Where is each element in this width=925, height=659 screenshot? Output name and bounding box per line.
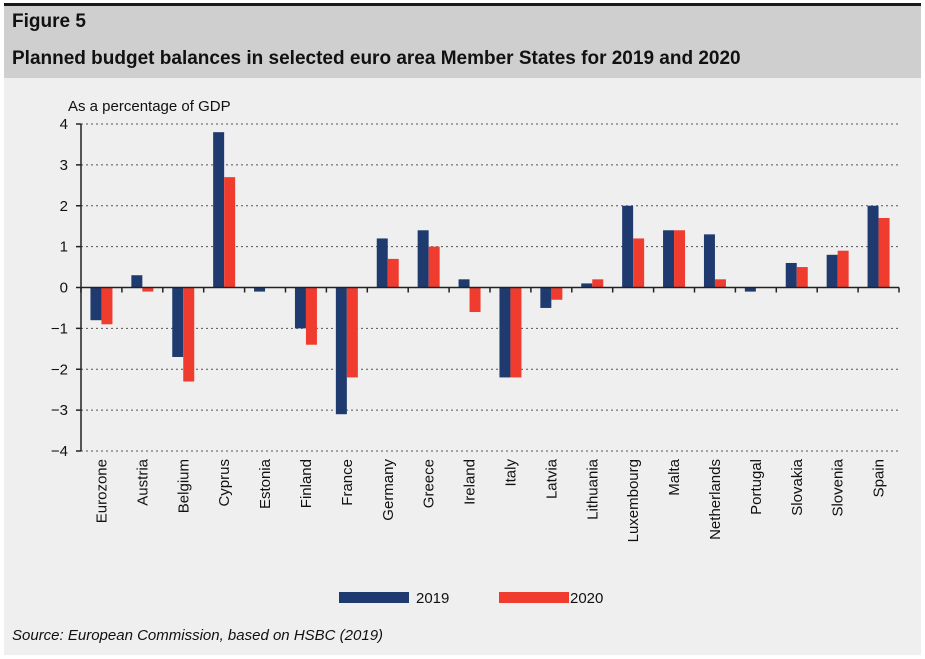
y-tick-label: 3 [60, 157, 68, 174]
x-tick-label-luxembourg: Luxembourg [625, 459, 642, 542]
x-tick-label-italy: Italy [502, 459, 519, 487]
bar-2020-cyprus [224, 177, 236, 288]
bar-2020-netherlands [714, 279, 726, 288]
bar-2019-latvia [540, 287, 552, 308]
bar-2019-cyprus [213, 132, 225, 288]
bar-2020-malta [674, 230, 686, 288]
bar-2020-germany [387, 258, 399, 288]
bar-2020-slovakia [796, 267, 808, 288]
x-tick-label-greece: Greece [421, 459, 438, 508]
y-tick-label: 2 [60, 198, 68, 215]
bar-2019-portugal [744, 287, 756, 292]
bar-2020-spain [878, 218, 890, 288]
bar-2020-greece [428, 246, 440, 288]
x-tick-label-finland: Finland [298, 459, 315, 508]
top-rule [4, 3, 921, 6]
bar-2019-ireland [458, 279, 470, 288]
bar-2019-netherlands [703, 234, 715, 288]
legend-label-2019: 2019 [416, 590, 449, 607]
bar-2019-malta [663, 230, 675, 288]
x-tick-label-portugal: Portugal [748, 459, 765, 515]
x-tick-label-malta: Malta [666, 458, 683, 495]
bar-2019-luxembourg [622, 205, 634, 288]
source-note: Source: European Commission, based on HS… [12, 627, 383, 644]
y-tick-label: −4 [51, 443, 68, 460]
bar-2020-eurozone [101, 287, 113, 325]
y-axis-label: As a percentage of GDP [68, 98, 231, 115]
figure-header: Figure 5 Planned budget balances in sele… [4, 6, 921, 78]
source-prefix: Source: European Commission, based on HS… [12, 627, 345, 644]
bar-2020-belgium [183, 287, 195, 382]
bar-2019-lithuania [581, 283, 593, 288]
x-tick-label-latvia: Latvia [543, 458, 560, 499]
x-tick-label-germany: Germany [380, 459, 397, 521]
figure-title: Planned budget balances in selected euro… [12, 48, 741, 69]
bar-2020-austria [142, 287, 154, 292]
x-tick-label-eurozone: Eurozone [93, 459, 110, 523]
y-tick-label: −3 [51, 402, 68, 419]
y-tick-label: −1 [51, 320, 68, 337]
bar-2020-slovenia [837, 250, 849, 288]
bar-2019-italy [499, 287, 511, 378]
y-tick-label: 0 [60, 280, 68, 297]
bar-2020-latvia [551, 287, 563, 300]
bar-2019-germany [376, 238, 388, 288]
bar-2020-italy [510, 287, 522, 378]
bar-2020-lithuania [592, 279, 604, 288]
y-tick-label: −2 [51, 361, 68, 378]
bar-2020-finland [305, 287, 317, 345]
bar-2019-slovakia [785, 262, 797, 288]
bar-2019-france [335, 287, 347, 415]
bar-2020-france [346, 287, 358, 378]
figure-panel: Figure 5 Planned budget balances in sele… [4, 3, 921, 655]
y-tick-label: 1 [60, 239, 68, 256]
x-tick-label-slovakia: Slovakia [789, 458, 806, 515]
bar-2019-belgium [172, 287, 184, 357]
x-tick-label-slovenia: Slovenia [830, 458, 847, 516]
source-year: 2019 [344, 627, 379, 644]
x-tick-label-ireland: Ireland [462, 459, 479, 505]
bar-2020-luxembourg [633, 238, 645, 288]
bar-2019-estonia [254, 287, 266, 292]
bar-2019-austria [131, 275, 143, 288]
x-tick-label-austria: Austria [134, 458, 151, 505]
figure-label: Figure 5 [12, 11, 86, 32]
bar-2019-spain [867, 205, 879, 288]
source-suffix: ) [378, 627, 384, 644]
chart-area: As a percentage of GDP 4 3 2 1 0 −1 −2 −3 −4 Euroz… [4, 78, 921, 618]
legend-label-2020: 2020 [570, 590, 603, 607]
x-tick-label-cyprus: Cyprus [216, 459, 233, 507]
bar-2019-eurozone [90, 287, 102, 321]
y-tick-label: 4 [60, 116, 68, 133]
x-tick-label-france: France [339, 459, 356, 506]
x-tick-label-lithuania: Lithuania [584, 458, 601, 520]
bar-2020-ireland [469, 287, 481, 313]
x-tick-label-estonia: Estonia [257, 458, 274, 509]
x-tick-label-spain: Spain [871, 459, 888, 497]
x-tick-label-netherlands: Netherlands [707, 459, 724, 540]
bar-2019-greece [417, 230, 429, 288]
legend-swatch-2020 [499, 592, 569, 603]
bar-2019-finland [294, 287, 306, 329]
legend-swatch-2019 [339, 592, 409, 603]
bar-2019-slovenia [826, 254, 838, 288]
x-tick-label-belgium: Belgium [175, 459, 192, 513]
